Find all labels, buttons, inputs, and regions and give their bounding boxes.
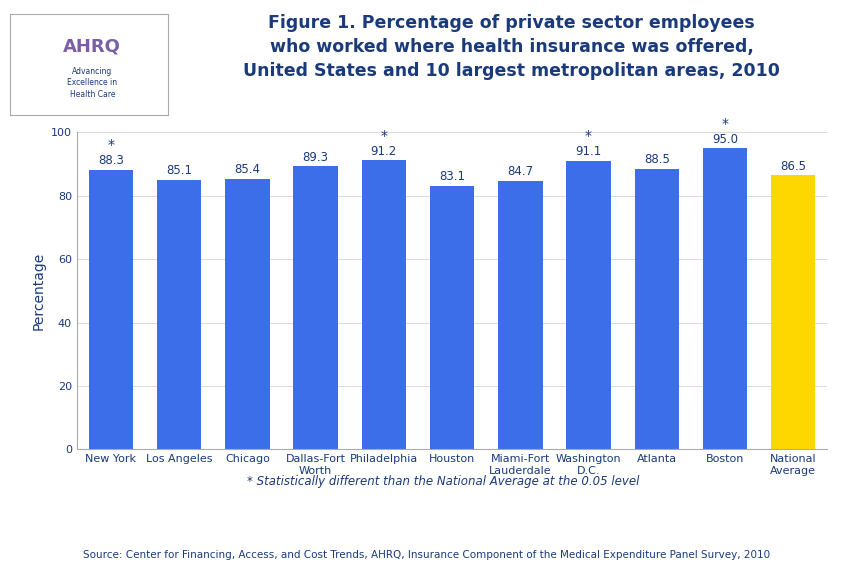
Text: 83.1: 83.1 xyxy=(439,170,464,184)
Text: 88.3: 88.3 xyxy=(98,154,124,167)
Bar xyxy=(566,161,610,449)
Text: 89.3: 89.3 xyxy=(302,151,328,164)
Bar xyxy=(702,149,746,449)
Bar xyxy=(429,186,474,449)
Text: Source: Center for Financing, Access, and Cost Trends, AHRQ, Insurance Component: Source: Center for Financing, Access, an… xyxy=(83,550,769,560)
Text: *: * xyxy=(584,129,591,143)
Text: AHRQ: AHRQ xyxy=(63,37,121,56)
Text: 86.5: 86.5 xyxy=(780,160,805,173)
Bar xyxy=(157,180,201,449)
Text: 88.5: 88.5 xyxy=(643,153,669,166)
Text: 84.7: 84.7 xyxy=(507,165,532,179)
Bar xyxy=(225,179,269,449)
Bar xyxy=(498,181,542,449)
Text: 95.0: 95.0 xyxy=(711,133,737,146)
Text: *: * xyxy=(721,117,728,131)
Text: 91.2: 91.2 xyxy=(371,145,396,158)
Bar xyxy=(770,175,815,449)
Y-axis label: Percentage: Percentage xyxy=(32,252,45,330)
Text: 85.4: 85.4 xyxy=(234,163,260,176)
Bar xyxy=(634,169,678,449)
Text: *: * xyxy=(107,138,114,152)
Text: Figure 1. Percentage of private sector employees
who worked where health insuran: Figure 1. Percentage of private sector e… xyxy=(243,14,780,79)
Text: 91.1: 91.1 xyxy=(575,145,601,158)
Text: * Statistically different than the National Average at the 0.05 level: * Statistically different than the Natio… xyxy=(247,475,639,488)
Bar xyxy=(361,160,406,449)
Text: *: * xyxy=(380,129,387,143)
Text: 85.1: 85.1 xyxy=(166,164,192,177)
Bar xyxy=(293,166,337,449)
Bar xyxy=(89,169,133,449)
Text: Advancing
Excellence in
Health Care: Advancing Excellence in Health Care xyxy=(67,67,118,98)
